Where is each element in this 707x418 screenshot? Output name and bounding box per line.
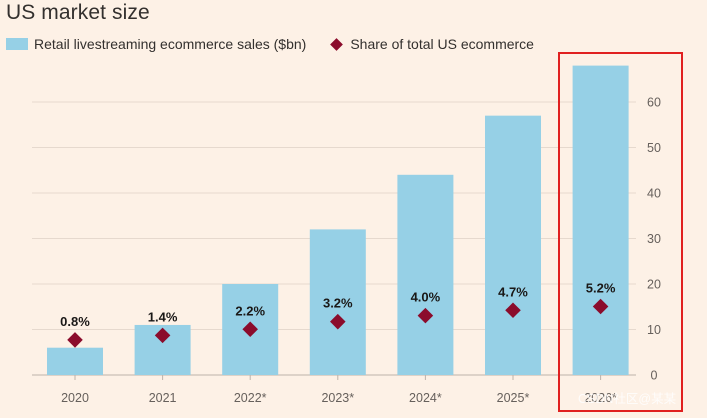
- y-tick-label: 0: [651, 369, 658, 383]
- legend-bar-swatch: [6, 38, 28, 50]
- x-tick-label: 2024*: [409, 391, 442, 405]
- bar: [572, 65, 629, 375]
- y-tick-label: 20: [647, 278, 661, 292]
- highlight-box: [558, 52, 683, 412]
- bar: [485, 115, 541, 376]
- share-marker: [67, 332, 83, 348]
- bar: [309, 229, 366, 375]
- y-tick-label: 40: [647, 187, 661, 201]
- x-tick-label: 2023*: [321, 391, 354, 405]
- x-tick-label: 2022*: [234, 391, 267, 405]
- share-data-label: 0.8%: [60, 314, 90, 329]
- x-tick-label: 2020: [61, 391, 89, 405]
- y-tick-label: 30: [647, 232, 661, 246]
- x-tick-label: 2021: [149, 391, 177, 405]
- share-data-label: 3.2%: [323, 296, 353, 311]
- bar: [397, 174, 454, 375]
- y-tick-label: 50: [647, 141, 661, 155]
- x-tick-label: 2026*: [584, 391, 617, 405]
- legend-share-label: Share of total US ecommerce: [350, 36, 534, 52]
- y-tick-label: 60: [647, 96, 661, 110]
- legend-bar-label: Retail livestreaming ecommerce sales ($b…: [34, 36, 307, 52]
- share-data-label: 1.4%: [148, 309, 178, 324]
- chart-title: US market size: [6, 1, 150, 24]
- y-tick-label: 10: [647, 323, 661, 337]
- share-data-label: 4.0%: [411, 290, 441, 305]
- share-data-label: 4.7%: [498, 284, 528, 299]
- share-data-label: 2.2%: [235, 303, 265, 318]
- legend: Retail livestreaming ecommerce sales ($b…: [6, 34, 534, 54]
- share-marker: [154, 327, 171, 344]
- watermark-text: CSDN社区@某某: [578, 391, 677, 406]
- share-marker: [242, 321, 258, 338]
- bar: [47, 347, 103, 375]
- share-data-label: 5.2%: [586, 280, 616, 295]
- x-tick-label: 2025*: [497, 391, 530, 405]
